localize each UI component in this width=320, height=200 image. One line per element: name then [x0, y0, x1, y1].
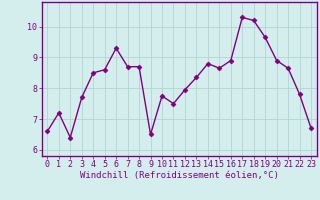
X-axis label: Windchill (Refroidissement éolien,°C): Windchill (Refroidissement éolien,°C) [80, 171, 279, 180]
